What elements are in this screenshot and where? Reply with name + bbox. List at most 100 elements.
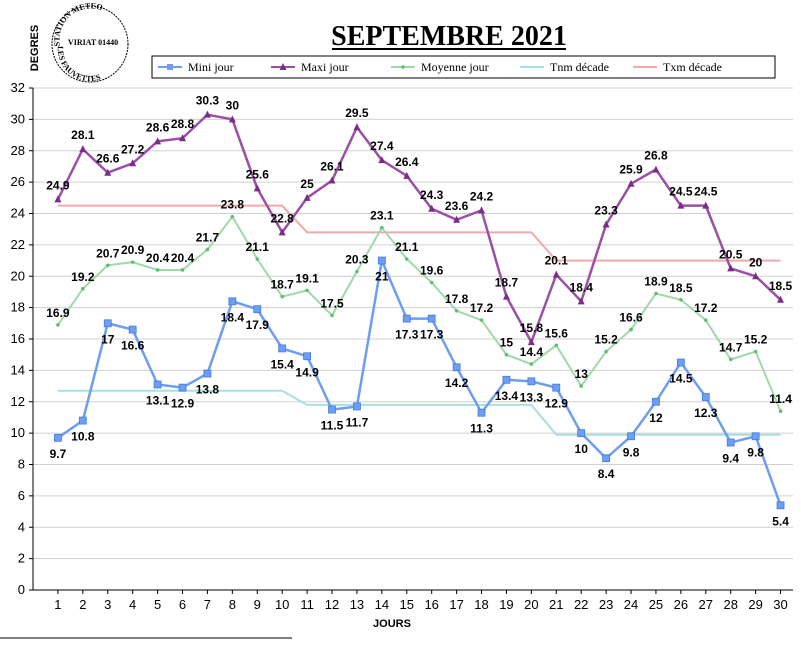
- data-label-moyenne: 14.4: [520, 345, 544, 359]
- point-mini: [128, 325, 137, 334]
- data-label-mini: 17.9: [246, 318, 270, 332]
- data-label-moyenne: 16.9: [46, 306, 70, 320]
- point-moyenne: [778, 409, 783, 413]
- point-mini: [477, 408, 486, 417]
- data-label-moyenne: 20.3: [345, 253, 369, 267]
- data-label-mini: 9.8: [747, 445, 764, 459]
- point-moyenne: [205, 247, 210, 252]
- data-label-moyenne: 18.7: [271, 278, 295, 292]
- point-moyenne: [579, 384, 583, 388]
- point-moyenne: [703, 318, 708, 322]
- data-label-moyenne: 20.4: [146, 251, 170, 265]
- point-maxi: [179, 134, 187, 142]
- point-maxi: [552, 270, 560, 278]
- data-label-moyenne: 15.2: [744, 333, 768, 347]
- point-mini: [228, 297, 237, 306]
- point-moyenne: [255, 257, 260, 261]
- data-label-mini: 11.7: [346, 415, 369, 429]
- series-line-2: [57, 214, 782, 412]
- point-moyenne: [330, 313, 334, 318]
- point-moyenne: [180, 268, 185, 272]
- series-line-0: [57, 256, 782, 506]
- y-tick-label: 16: [11, 331, 25, 346]
- x-tick-label: 3: [104, 597, 111, 612]
- point-moyenne: [529, 362, 534, 366]
- data-label-maxi: 27.2: [121, 142, 145, 156]
- data-label-mini: 13.4: [495, 389, 519, 403]
- point-maxi: [203, 110, 211, 118]
- point-mini: [54, 433, 62, 442]
- data-labels-layer: 9.710.817 16.613.1 12.913.818.417.915.414.…: [46, 94, 792, 529]
- data-label-maxi: 26.6: [96, 152, 120, 166]
- point-mini: [377, 256, 386, 265]
- point-moyenne: [479, 318, 484, 322]
- series-line-1: [56, 113, 782, 346]
- y-tick-label: 28: [11, 143, 25, 158]
- data-label-mini: 21: [375, 270, 389, 284]
- x-tick-label: 8: [229, 597, 236, 612]
- data-label-maxi: 27.4: [370, 139, 394, 153]
- data-label-moyenne: 14.7: [719, 340, 743, 354]
- data-label-mini: 9.8: [623, 445, 640, 459]
- point-maxi: [752, 272, 760, 280]
- legend: Mini jour Maxi jour Moyenne jour Tnm décade…: [151, 55, 776, 79]
- data-label-maxi: 25.6: [246, 167, 270, 181]
- y-tick-label: 18: [11, 300, 25, 315]
- point-mini: [726, 438, 735, 447]
- data-label-moyenne: 18.9: [644, 275, 668, 289]
- data-label-mini: 5.4: [772, 514, 789, 528]
- x-tick-label: 22: [574, 597, 588, 612]
- data-label-maxi: 29.5: [345, 106, 369, 120]
- x-tick-label: 7: [204, 597, 211, 612]
- legend-label-4: Txm décade: [663, 60, 722, 74]
- y-tick-label: 2: [18, 551, 25, 566]
- data-label-maxi: 30: [226, 98, 240, 112]
- y-tick-label: 32: [11, 80, 25, 95]
- data-label-maxi: 18.5: [769, 279, 793, 293]
- data-label-mini: 16.6: [121, 339, 145, 353]
- data-label-maxi: 20.1: [545, 254, 569, 268]
- point-mini: [676, 358, 685, 367]
- data-label-moyenne: 15.2: [594, 333, 618, 347]
- data-label-moyenne: 13: [575, 367, 589, 381]
- x-tick-label: 29: [748, 597, 762, 612]
- data-label-mini: 12: [649, 411, 663, 425]
- point-moyenne: [81, 287, 85, 291]
- legend-label-2: Moyenne jour: [421, 60, 489, 74]
- point-maxi: [727, 264, 735, 272]
- y-axis-title: DEGRES: [29, 25, 41, 71]
- x-tick-label: 5: [154, 597, 161, 612]
- data-label-mini: 12.3: [694, 406, 718, 420]
- x-tick-label: 17: [449, 597, 463, 612]
- point-maxi: [478, 206, 486, 214]
- x-axis-ticks: 1 2 3 4 5 6 7 8 9 10 11 12 13 14 15 16 17 18 19 20 21 22 23 24 2…: [54, 590, 788, 612]
- data-label-maxi: 26.1: [320, 160, 344, 174]
- point-maxi: [627, 179, 635, 187]
- x-tick-label: 30: [773, 597, 787, 612]
- point-mini: [427, 314, 436, 323]
- data-label-maxi: 28.6: [146, 120, 170, 134]
- point-moyenne: [429, 280, 434, 285]
- data-label-moyenne: 20.9: [121, 243, 145, 257]
- data-label-maxi: 24.5: [694, 185, 718, 199]
- data-label-moyenne: 21.7: [196, 231, 220, 245]
- point-maxi: [353, 123, 361, 131]
- point-mini: [652, 397, 660, 406]
- data-label-maxi: 28.8: [171, 117, 195, 131]
- x-tick-label: 9: [254, 597, 261, 612]
- point-maxi: [129, 159, 137, 167]
- data-label-maxi: 30.3: [196, 94, 220, 108]
- y-tick-label: 30: [11, 111, 25, 126]
- point-maxi: [79, 145, 87, 153]
- data-label-mini: 17: [101, 332, 115, 346]
- point-mini: [776, 501, 785, 510]
- stamp-bottom-text: LES FAUVETTES: [56, 46, 102, 83]
- data-label-moyenne: 16.6: [619, 311, 643, 325]
- stamp-middle-text: VIRIAT 01440: [68, 38, 118, 47]
- y-tick-label: 20: [11, 268, 25, 283]
- x-tick-label: 16: [424, 597, 438, 612]
- data-label-maxi: 20: [749, 255, 763, 269]
- point-mini: [178, 383, 187, 392]
- point-moyenne: [604, 349, 608, 354]
